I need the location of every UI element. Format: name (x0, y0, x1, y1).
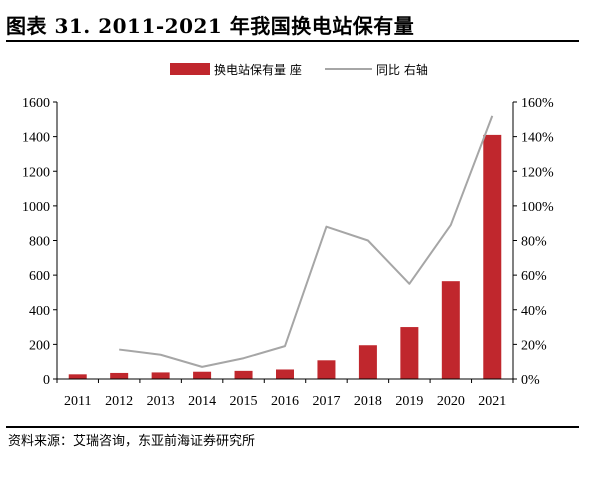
x-axis: 2011 2012 2013 2014 2015 2016 2017 2018 2019 2020… (56, 378, 514, 409)
line-series (119, 115, 494, 368)
bar (400, 327, 419, 379)
legend: 换电站保有量 座 同比 右轴 (170, 62, 428, 77)
source-note: 资料来源：艾瑞咨询，东亚前海证券研究所 (8, 434, 256, 449)
right-tick-label: 160% (521, 96, 554, 111)
bar (441, 281, 460, 379)
legend-bar-label: 换电站保有量 座 (214, 62, 302, 77)
left-tick-label: 1400 (22, 131, 50, 146)
bar (68, 374, 87, 379)
left-tick-label: 200 (29, 338, 50, 353)
x-tick-label: 2011 (64, 394, 91, 409)
left-tick-label: 0 (43, 373, 50, 388)
left-tick-label: 400 (29, 304, 50, 319)
right-tick-label: 40% (521, 304, 547, 319)
bar (151, 372, 170, 379)
x-tick-label: 2012 (105, 394, 133, 409)
left-axis: 0 200 400 600 800 1000 1200 1400 1600 (22, 96, 58, 388)
bar (276, 369, 294, 379)
bar (193, 371, 212, 379)
right-tick-label: 0% (521, 373, 540, 388)
left-tick-label: 600 (29, 269, 50, 284)
x-tick-label: 2018 (354, 394, 382, 409)
figure-title: 图表 31. 2011-2021 年我国换电站保有量 (6, 14, 415, 38)
right-tick-label: 20% (521, 338, 547, 353)
right-axis: 0% 20% 40% 60% 80% 100% 120% 140% 160% (512, 96, 554, 388)
legend-bar-swatch (170, 63, 210, 75)
source-rule (6, 426, 579, 428)
bar (358, 345, 377, 379)
x-tick-label: 2014 (188, 394, 216, 409)
x-tick-label: 2013 (147, 394, 175, 409)
growth-line (119, 115, 494, 368)
left-tick-label: 800 (29, 235, 50, 250)
chart: 换电站保有量 座 同比 右轴 0 200 400 600 800 1000 1200 1400 1… (22, 62, 554, 409)
right-tick-label: 120% (521, 165, 554, 180)
x-tick-label: 2020 (437, 394, 465, 409)
right-tick-label: 60% (521, 269, 547, 284)
bar (483, 134, 502, 379)
bar (234, 370, 253, 379)
right-tick-label: 100% (521, 200, 554, 215)
x-tick-label: 2019 (395, 394, 423, 409)
x-tick-label: 2015 (230, 394, 258, 409)
right-tick-label: 140% (521, 131, 554, 146)
right-tick-label: 80% (521, 235, 547, 250)
x-tick-label: 2016 (271, 394, 299, 409)
left-tick-label: 1200 (22, 165, 50, 180)
bar (110, 372, 129, 379)
bar (317, 360, 336, 379)
left-tick-label: 1000 (22, 200, 50, 215)
title-rule (6, 40, 579, 42)
x-tick-label: 2021 (478, 394, 506, 409)
legend-line-label: 同比 右轴 (376, 62, 428, 77)
left-tick-label: 1600 (22, 96, 50, 111)
bar-series (68, 134, 502, 379)
x-tick-label: 2017 (312, 394, 340, 409)
